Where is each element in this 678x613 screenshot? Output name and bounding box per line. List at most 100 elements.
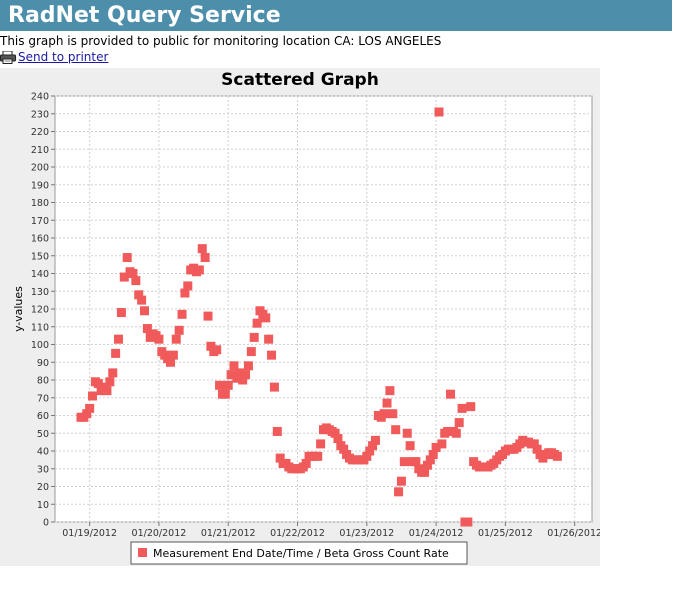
y-tick-label: 70 <box>37 393 49 404</box>
y-tick-label: 240 <box>31 92 49 103</box>
data-point <box>385 386 395 396</box>
data-point <box>443 426 453 436</box>
printer-icon[interactable] <box>0 50 16 64</box>
data-point <box>93 379 103 389</box>
data-point <box>154 334 164 344</box>
y-tick-label: 160 <box>31 234 49 245</box>
data-point <box>220 389 230 399</box>
data-point <box>391 425 401 435</box>
scatter-chart: Scattered Graph 0 10 20 30 40 50 60 70 80 90 100 11… <box>12 70 600 565</box>
data-point <box>171 334 181 344</box>
data-point <box>229 361 239 371</box>
x-tick-label: 01/20/2012 <box>132 528 187 539</box>
data-point <box>264 334 274 344</box>
y-tick-label: 150 <box>31 251 49 262</box>
data-point <box>238 375 248 385</box>
data-point <box>114 334 124 344</box>
data-point <box>446 389 456 399</box>
data-point <box>183 281 193 291</box>
data-point <box>131 276 141 286</box>
data-point <box>368 441 378 451</box>
header-bar: RadNet Query Service <box>0 0 672 31</box>
y-tick-label: 180 <box>31 198 49 209</box>
data-point <box>252 318 262 328</box>
y-tick-label: 40 <box>37 447 49 458</box>
data-point <box>180 288 190 298</box>
y-tick-label: 90 <box>37 358 49 369</box>
y-tick-label: 120 <box>31 305 49 316</box>
data-point <box>275 453 285 463</box>
legend-swatch <box>138 548 147 557</box>
data-point <box>215 380 225 390</box>
data-point <box>431 442 441 452</box>
data-point <box>272 426 282 436</box>
send-to-printer[interactable]: Send to printer <box>0 50 108 64</box>
data-point <box>249 332 259 342</box>
data-point <box>235 368 245 378</box>
data-point <box>388 409 398 419</box>
data-point <box>399 457 409 467</box>
data-point <box>128 269 138 278</box>
data-point <box>333 434 343 444</box>
data-point <box>269 382 279 392</box>
intro-text: This graph is provided to public for mon… <box>0 34 442 48</box>
x-tick-label: 01/24/2012 <box>409 528 464 539</box>
y-tick-label: 100 <box>31 340 49 351</box>
data-point <box>82 409 92 419</box>
data-point <box>463 517 473 527</box>
data-points <box>76 107 562 527</box>
data-point <box>425 455 435 465</box>
data-point <box>457 403 467 413</box>
x-tick-label: 01/25/2012 <box>478 528 533 539</box>
send-to-printer-link[interactable]: Send to printer <box>18 50 109 64</box>
data-point <box>422 460 432 470</box>
data-point <box>174 325 184 335</box>
y-tick-label: 190 <box>31 180 49 191</box>
data-point <box>405 441 415 451</box>
data-point <box>226 370 236 380</box>
data-point <box>142 324 152 334</box>
y-tick-label: 130 <box>31 287 49 298</box>
y-tick-label: 20 <box>37 482 49 493</box>
data-point <box>246 347 256 357</box>
x-tick-label: 01/22/2012 <box>270 528 325 539</box>
data-point <box>330 428 340 438</box>
data-point <box>88 391 98 401</box>
data-point <box>203 311 213 321</box>
data-point <box>316 439 326 449</box>
data-point <box>116 308 126 318</box>
y-tick-label: 110 <box>31 322 49 333</box>
data-point <box>165 357 175 367</box>
y-tick-label: 30 <box>37 464 49 475</box>
data-point <box>102 386 112 396</box>
data-point <box>212 345 222 355</box>
data-point <box>466 402 476 412</box>
data-point <box>122 253 132 263</box>
x-axis: 01/19/2012 01/20/2012 01/21/2012 01/22/2012… <box>62 522 600 539</box>
data-point <box>194 265 204 275</box>
data-point <box>85 403 95 413</box>
data-point <box>402 428 412 438</box>
x-tick-label: 01/21/2012 <box>201 528 256 539</box>
legend: Measurement End Date/Time / Beta Gross C… <box>130 541 468 565</box>
data-point <box>267 350 277 360</box>
data-point <box>394 487 404 497</box>
data-point <box>105 377 115 387</box>
x-tick-label: 01/26/2012 <box>547 528 600 539</box>
data-point <box>365 446 375 456</box>
legend-label: Measurement End Date/Time / Beta Gross C… <box>153 547 449 560</box>
chart-title: Scattered Graph <box>221 70 379 90</box>
data-point <box>420 467 430 477</box>
data-point <box>168 350 178 360</box>
y-tick-label: 140 <box>31 269 49 280</box>
data-point <box>339 444 349 454</box>
data-point <box>532 444 542 454</box>
data-point <box>451 428 461 438</box>
y-tick-label: 220 <box>31 127 49 138</box>
data-point <box>313 451 323 461</box>
x-tick-label: 01/23/2012 <box>339 528 394 539</box>
data-point <box>428 450 438 460</box>
chart-panel: Scattered Graph 0 10 20 30 40 50 60 70 80 90 100 11… <box>0 68 600 566</box>
data-point <box>200 253 210 263</box>
data-point <box>379 409 389 419</box>
